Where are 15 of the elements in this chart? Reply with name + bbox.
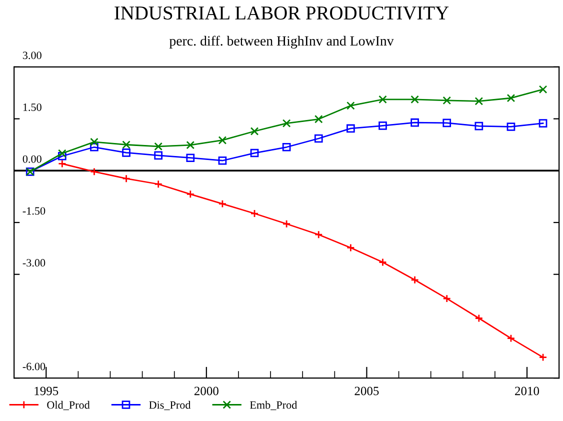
chart-subtitle: perc. diff. between HighInv and LowInv [169,36,394,48]
legend-label: Old_Prod [47,400,90,410]
x-tick-label: 2000 [194,386,218,396]
x-tick-label: 2005 [354,386,379,396]
y-tick-label: 1.50 [23,103,42,112]
y-tick-label: -3.00 [22,259,46,267]
y-tick-label: 3.00 [22,52,42,60]
y-tick-label: 0.00 [22,155,42,163]
legend-label: Dis_Prod [149,400,191,410]
y-tick-label: -1.50 [22,207,46,215]
x-tick-label: 1995 [34,386,58,396]
x-tick-label: 2010 [515,386,540,396]
chart-title: INDUSTRIAL LABOR PRODUCTIVITY [114,6,449,20]
legend-label: Emb_Prod [250,400,298,410]
y-tick-label: -6.00 [22,362,46,370]
